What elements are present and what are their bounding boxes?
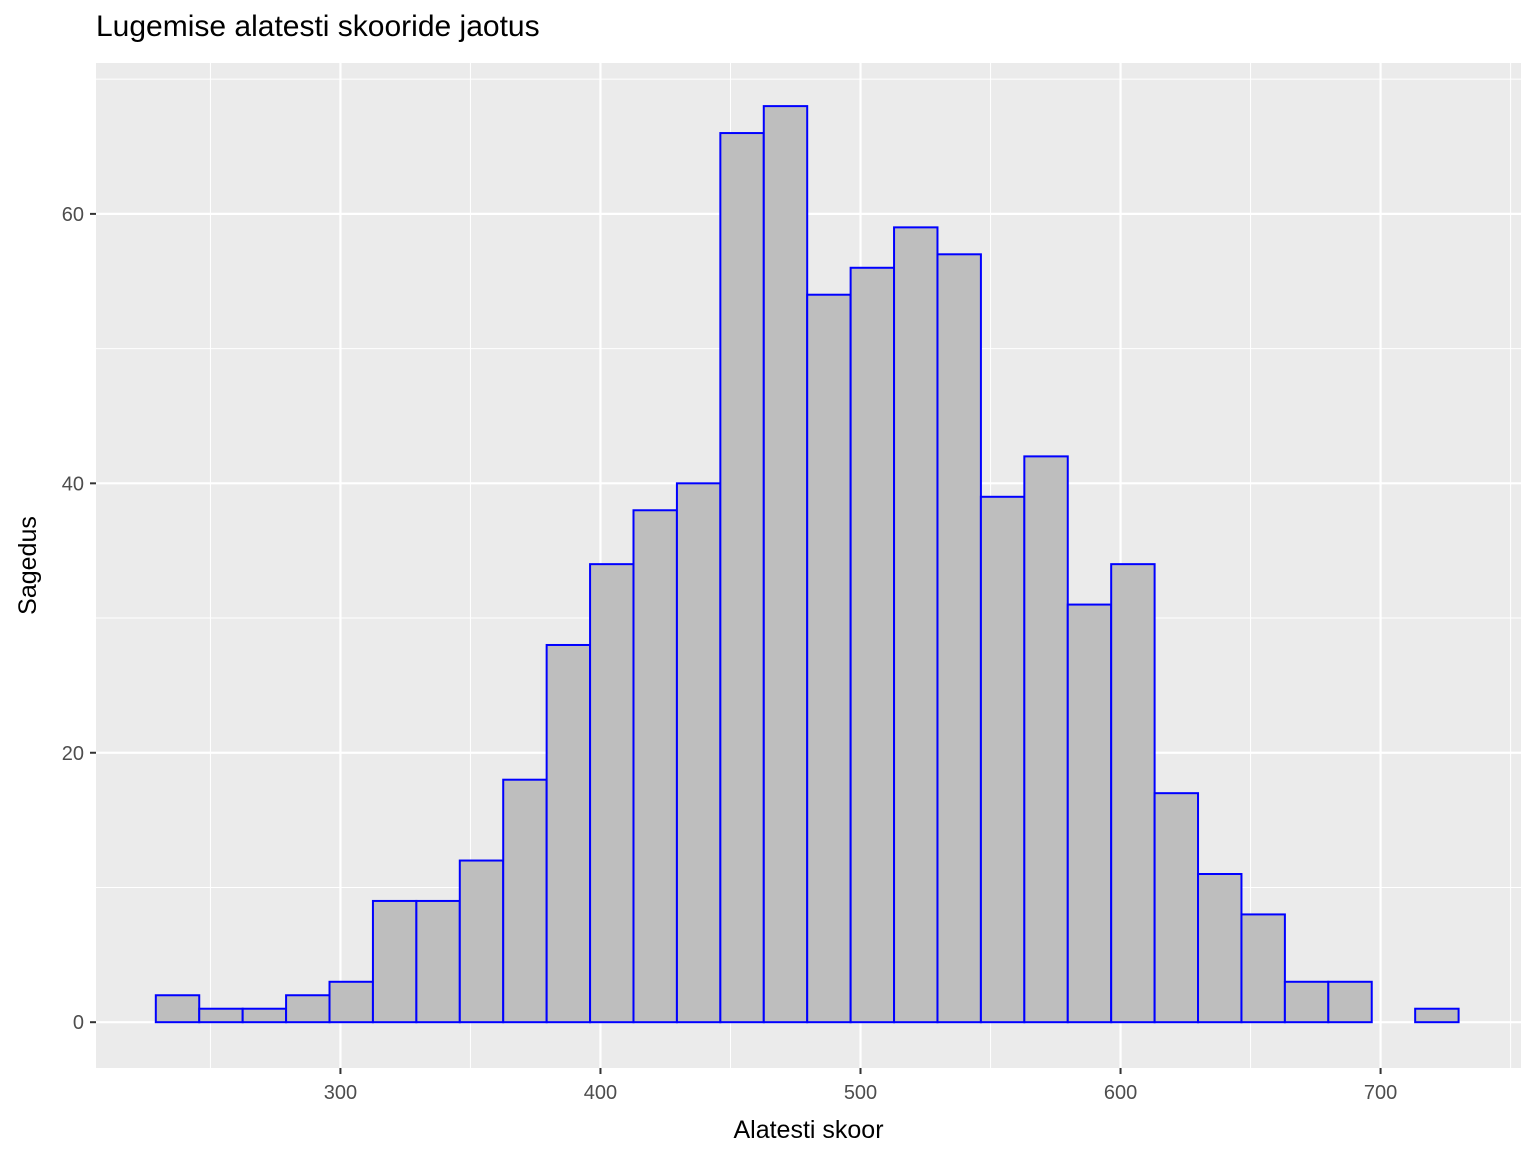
histogram-bar	[719, 132, 765, 1024]
y-tick-label: 20	[62, 743, 84, 765]
histogram-bar	[1153, 792, 1200, 1024]
y-axis-title: Sagedus	[14, 516, 42, 615]
x-tick-label: 600	[1104, 1082, 1137, 1104]
histogram-bar	[936, 253, 982, 1024]
histogram-bar	[1197, 873, 1243, 1024]
histogram-bar	[198, 1007, 244, 1024]
y-tick-label: 60	[62, 204, 84, 226]
histogram-bar	[241, 1007, 288, 1024]
histogram-bar	[1023, 455, 1069, 1024]
histogram-bar	[545, 643, 592, 1024]
histogram-bar	[1066, 603, 1113, 1024]
histogram-bar	[893, 226, 939, 1024]
x-axis-title: Alatesti skoor	[733, 1116, 883, 1144]
histogram-bar	[806, 293, 852, 1024]
x-tick-label: 700	[1364, 1082, 1397, 1104]
histogram-bar	[1240, 913, 1286, 1024]
y-axis: 0 20 40 60	[62, 204, 96, 1034]
histogram-bar	[589, 563, 635, 1024]
chart-title: Lugemise alatesti skooride jaotus	[96, 10, 540, 43]
histogram-bar	[415, 899, 461, 1024]
histogram-bar	[502, 778, 548, 1024]
histogram-bar	[675, 482, 722, 1024]
x-tick-label: 300	[324, 1082, 357, 1104]
histogram-bar	[1283, 980, 1330, 1024]
histogram-bar	[328, 980, 374, 1024]
histogram-bar	[1110, 563, 1156, 1024]
y-tick-label: 0	[73, 1012, 84, 1034]
x-axis: 300 400 500 600 700	[324, 1068, 1397, 1104]
histogram-bar	[1414, 1007, 1460, 1024]
histogram-bar	[285, 994, 331, 1024]
histogram-bar	[154, 994, 201, 1024]
histogram-bar	[371, 899, 418, 1024]
histogram-bar	[979, 495, 1026, 1024]
x-tick-label: 500	[844, 1082, 877, 1104]
histogram-bar	[1327, 980, 1373, 1024]
histogram-bar	[458, 859, 505, 1024]
histogram-bars	[154, 105, 1460, 1024]
x-tick-label: 400	[584, 1082, 617, 1104]
histogram-bar	[762, 105, 809, 1024]
histogram-bar	[849, 266, 896, 1024]
y-tick-label: 40	[62, 473, 84, 495]
histogram-bar	[632, 509, 678, 1024]
